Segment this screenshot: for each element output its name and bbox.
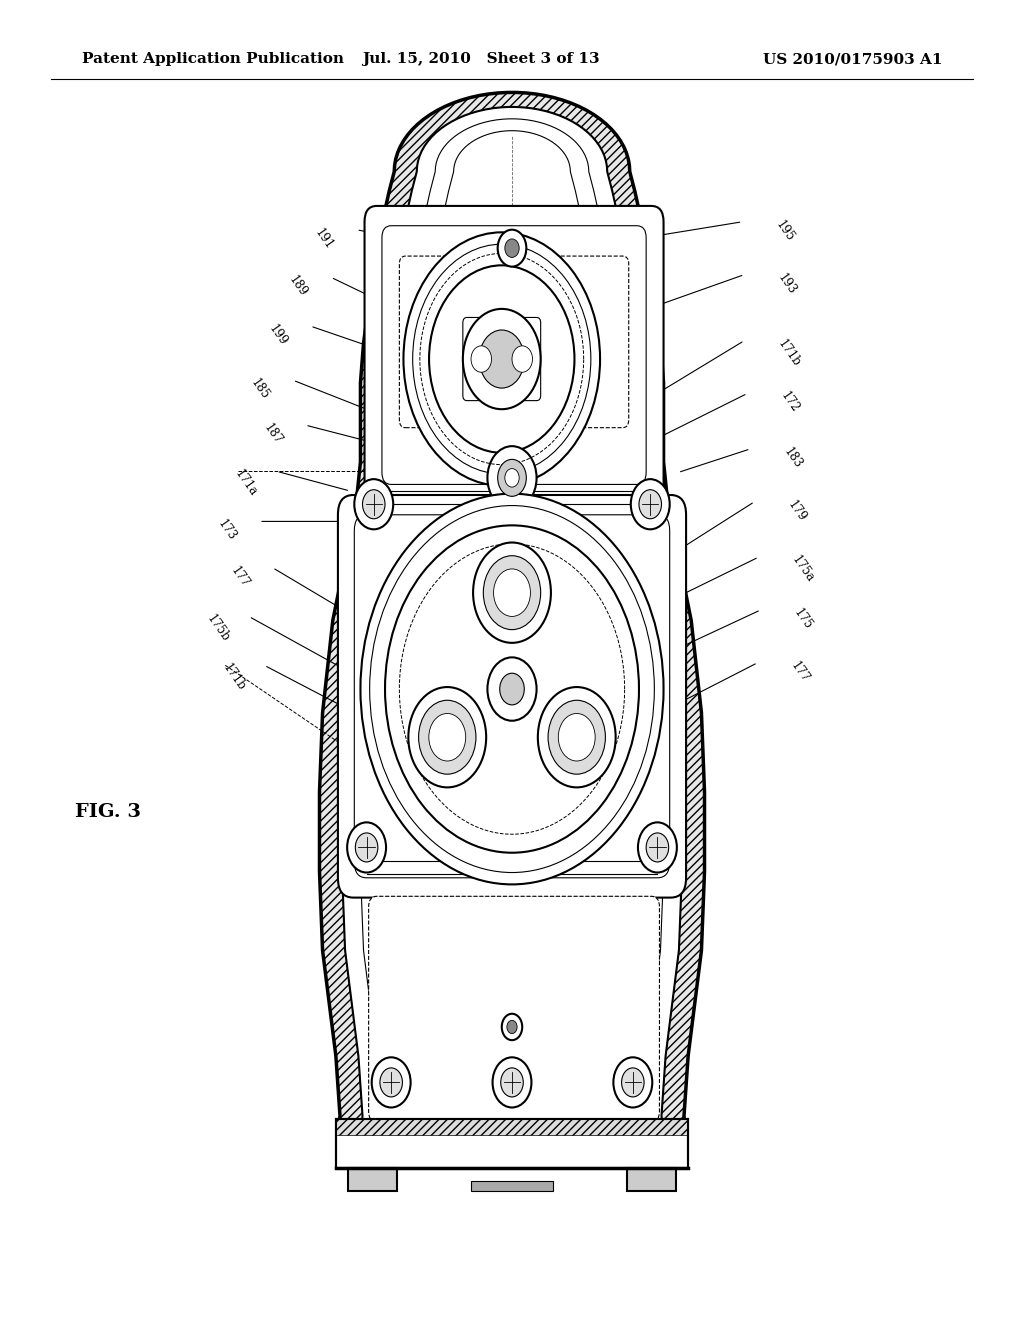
Text: 175a: 175a — [790, 553, 817, 585]
Polygon shape — [319, 92, 705, 1168]
Text: 177: 177 — [578, 747, 600, 760]
Circle shape — [613, 1057, 652, 1107]
Circle shape — [409, 686, 486, 787]
FancyBboxPatch shape — [369, 896, 659, 1122]
Circle shape — [463, 309, 541, 409]
Polygon shape — [471, 1181, 553, 1191]
Circle shape — [419, 700, 476, 774]
Text: 179: 179 — [785, 498, 809, 524]
Polygon shape — [627, 1168, 676, 1191]
Text: FIG. 3: FIG. 3 — [75, 803, 140, 821]
Circle shape — [479, 330, 524, 388]
Text: 175b: 175b — [205, 612, 232, 644]
Circle shape — [403, 232, 600, 486]
FancyBboxPatch shape — [382, 226, 646, 484]
Text: US 2010/0175903 A1: US 2010/0175903 A1 — [763, 53, 942, 66]
FancyBboxPatch shape — [354, 515, 670, 878]
Circle shape — [548, 700, 605, 774]
Circle shape — [505, 239, 519, 257]
Polygon shape — [336, 1119, 688, 1135]
Text: 171a: 171a — [232, 467, 260, 499]
Circle shape — [471, 346, 492, 372]
Circle shape — [638, 822, 677, 873]
Polygon shape — [379, 131, 645, 1168]
Polygon shape — [336, 1119, 688, 1168]
Circle shape — [487, 657, 537, 721]
Circle shape — [355, 833, 378, 862]
Circle shape — [501, 1068, 523, 1097]
Text: Jul. 15, 2010   Sheet 3 of 13: Jul. 15, 2010 Sheet 3 of 13 — [362, 53, 600, 66]
Circle shape — [622, 1068, 644, 1097]
Text: 195: 195 — [773, 218, 797, 244]
FancyBboxPatch shape — [338, 495, 686, 898]
Circle shape — [558, 713, 595, 760]
Circle shape — [429, 265, 574, 453]
Circle shape — [370, 506, 654, 873]
Text: 185: 185 — [249, 376, 272, 403]
Circle shape — [631, 479, 670, 529]
Text: 172: 172 — [778, 389, 802, 416]
Text: 175: 175 — [792, 606, 815, 632]
Circle shape — [507, 1020, 517, 1034]
Polygon shape — [360, 119, 664, 1168]
Circle shape — [498, 230, 526, 267]
Circle shape — [380, 1068, 402, 1097]
Circle shape — [505, 469, 519, 487]
Text: 183: 183 — [781, 445, 805, 471]
FancyBboxPatch shape — [399, 256, 629, 428]
Text: 171b: 171b — [220, 661, 248, 693]
Circle shape — [538, 686, 615, 787]
Circle shape — [487, 446, 537, 510]
Circle shape — [498, 459, 526, 496]
Circle shape — [502, 1014, 522, 1040]
Circle shape — [362, 490, 385, 519]
Circle shape — [494, 569, 530, 616]
Circle shape — [413, 244, 591, 474]
Circle shape — [372, 1057, 411, 1107]
Circle shape — [639, 490, 662, 519]
Text: 177: 177 — [788, 659, 812, 685]
Text: Patent Application Publication: Patent Application Publication — [82, 53, 344, 66]
Circle shape — [500, 673, 524, 705]
Circle shape — [493, 1057, 531, 1107]
Circle shape — [473, 543, 551, 643]
Circle shape — [512, 346, 532, 372]
Text: 193: 193 — [775, 271, 799, 297]
Text: 191: 191 — [312, 226, 336, 252]
Circle shape — [385, 525, 639, 853]
Circle shape — [354, 479, 393, 529]
FancyBboxPatch shape — [463, 317, 541, 401]
Polygon shape — [348, 1168, 397, 1191]
Text: 172: 172 — [506, 747, 528, 760]
Circle shape — [429, 713, 466, 760]
Text: 189: 189 — [287, 273, 310, 300]
Circle shape — [360, 494, 664, 884]
Text: 187: 187 — [261, 421, 285, 447]
FancyBboxPatch shape — [365, 206, 664, 504]
Circle shape — [347, 822, 386, 873]
Text: 199: 199 — [266, 322, 290, 348]
Circle shape — [483, 556, 541, 630]
Text: 177: 177 — [228, 564, 252, 590]
Circle shape — [646, 833, 669, 862]
Text: 171b: 171b — [775, 337, 803, 368]
Text: 171: 171 — [434, 747, 457, 760]
Text: 173: 173 — [215, 517, 239, 544]
